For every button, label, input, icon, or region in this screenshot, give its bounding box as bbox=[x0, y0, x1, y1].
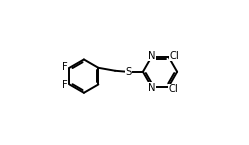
Text: S: S bbox=[125, 67, 132, 77]
Text: N: N bbox=[148, 51, 155, 61]
Text: F: F bbox=[62, 80, 67, 90]
Text: N: N bbox=[148, 83, 155, 93]
Text: Cl: Cl bbox=[168, 84, 178, 94]
Text: F: F bbox=[62, 62, 67, 72]
Text: Cl: Cl bbox=[170, 50, 180, 60]
